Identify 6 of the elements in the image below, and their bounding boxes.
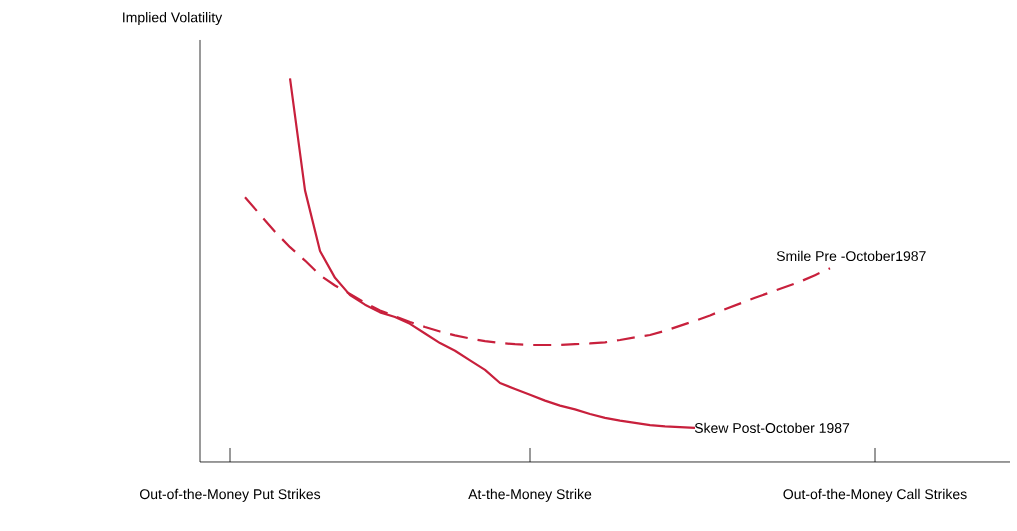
series-label: Skew Post-October 1987: [694, 422, 850, 433]
x-tick-label: At-the-Money Strike: [468, 488, 592, 502]
x-tick-label: Out-of-the-Money Call Strikes: [783, 488, 967, 502]
y-axis-title: Implied Volatility: [123, 12, 223, 26]
x-tick-label: Out-of-the-Money Put Strikes: [140, 488, 321, 502]
series-label: Smile Pre -October1987: [776, 250, 926, 262]
